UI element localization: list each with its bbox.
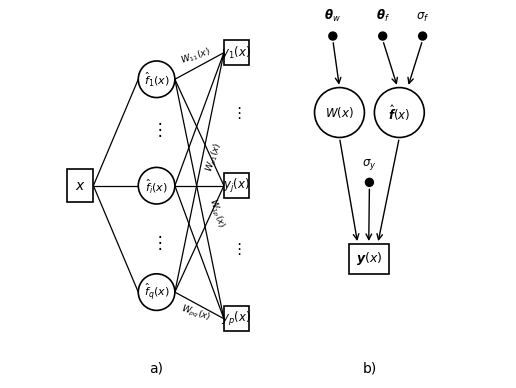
Circle shape	[138, 274, 175, 310]
Text: $W_{p1}(x)$: $W_{p1}(x)$	[203, 141, 225, 175]
Text: $\vdots$: $\vdots$	[151, 120, 162, 139]
Circle shape	[365, 178, 374, 186]
Text: $W(x)$: $W(x)$	[325, 105, 354, 120]
FancyBboxPatch shape	[224, 173, 249, 198]
Text: $y_1(x)$: $y_1(x)$	[221, 44, 251, 61]
Circle shape	[138, 167, 175, 204]
Circle shape	[315, 88, 364, 137]
Text: a): a)	[150, 362, 164, 376]
Text: $\boldsymbol{\theta}_w$: $\boldsymbol{\theta}_w$	[325, 8, 341, 24]
Text: $W_{11}(x)$: $W_{11}(x)$	[179, 46, 212, 68]
Text: $\sigma_f$: $\sigma_f$	[416, 11, 429, 24]
Text: $\boldsymbol{y}(x)$: $\boldsymbol{y}(x)$	[356, 250, 382, 267]
Text: $\vdots$: $\vdots$	[151, 233, 162, 252]
Text: $y_j(x)$: $y_j(x)$	[223, 177, 250, 195]
Circle shape	[418, 32, 427, 40]
Text: $\hat{\boldsymbol{f}}(x)$: $\hat{\boldsymbol{f}}(x)$	[388, 102, 410, 123]
Text: $x$: $x$	[75, 179, 86, 193]
Text: $W_{pq}(x)$: $W_{pq}(x)$	[179, 302, 212, 324]
Circle shape	[329, 32, 337, 40]
Text: $\vdots$: $\vdots$	[231, 241, 241, 257]
Circle shape	[379, 32, 386, 40]
Text: $\vdots$: $\vdots$	[231, 104, 241, 121]
FancyBboxPatch shape	[349, 244, 390, 274]
Text: $\sigma_y$: $\sigma_y$	[362, 158, 377, 172]
Text: $\boldsymbol{\theta}_f$: $\boldsymbol{\theta}_f$	[376, 8, 390, 24]
Text: $W_{1p}(x)$: $W_{1p}(x)$	[205, 197, 227, 230]
Circle shape	[138, 61, 175, 97]
Text: $y_p(x)$: $y_p(x)$	[221, 310, 251, 328]
Circle shape	[375, 88, 424, 137]
Text: $\hat{f}_i(x)$: $\hat{f}_i(x)$	[145, 177, 168, 195]
Text: $\hat{f}_1(x)$: $\hat{f}_1(x)$	[144, 70, 169, 88]
FancyBboxPatch shape	[224, 40, 249, 65]
FancyBboxPatch shape	[224, 306, 249, 331]
Text: b): b)	[362, 362, 377, 376]
Text: $\hat{f}_q(x)$: $\hat{f}_q(x)$	[144, 282, 169, 303]
FancyBboxPatch shape	[67, 169, 93, 202]
